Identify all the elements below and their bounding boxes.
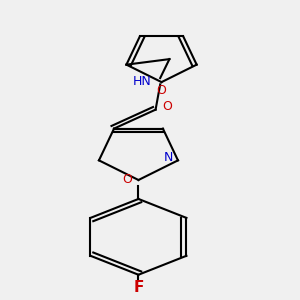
Text: HN: HN xyxy=(132,75,151,88)
Text: O: O xyxy=(162,100,172,113)
Text: O: O xyxy=(157,83,166,97)
Text: N: N xyxy=(164,151,173,164)
Text: F: F xyxy=(133,280,144,295)
Text: O: O xyxy=(122,173,132,187)
